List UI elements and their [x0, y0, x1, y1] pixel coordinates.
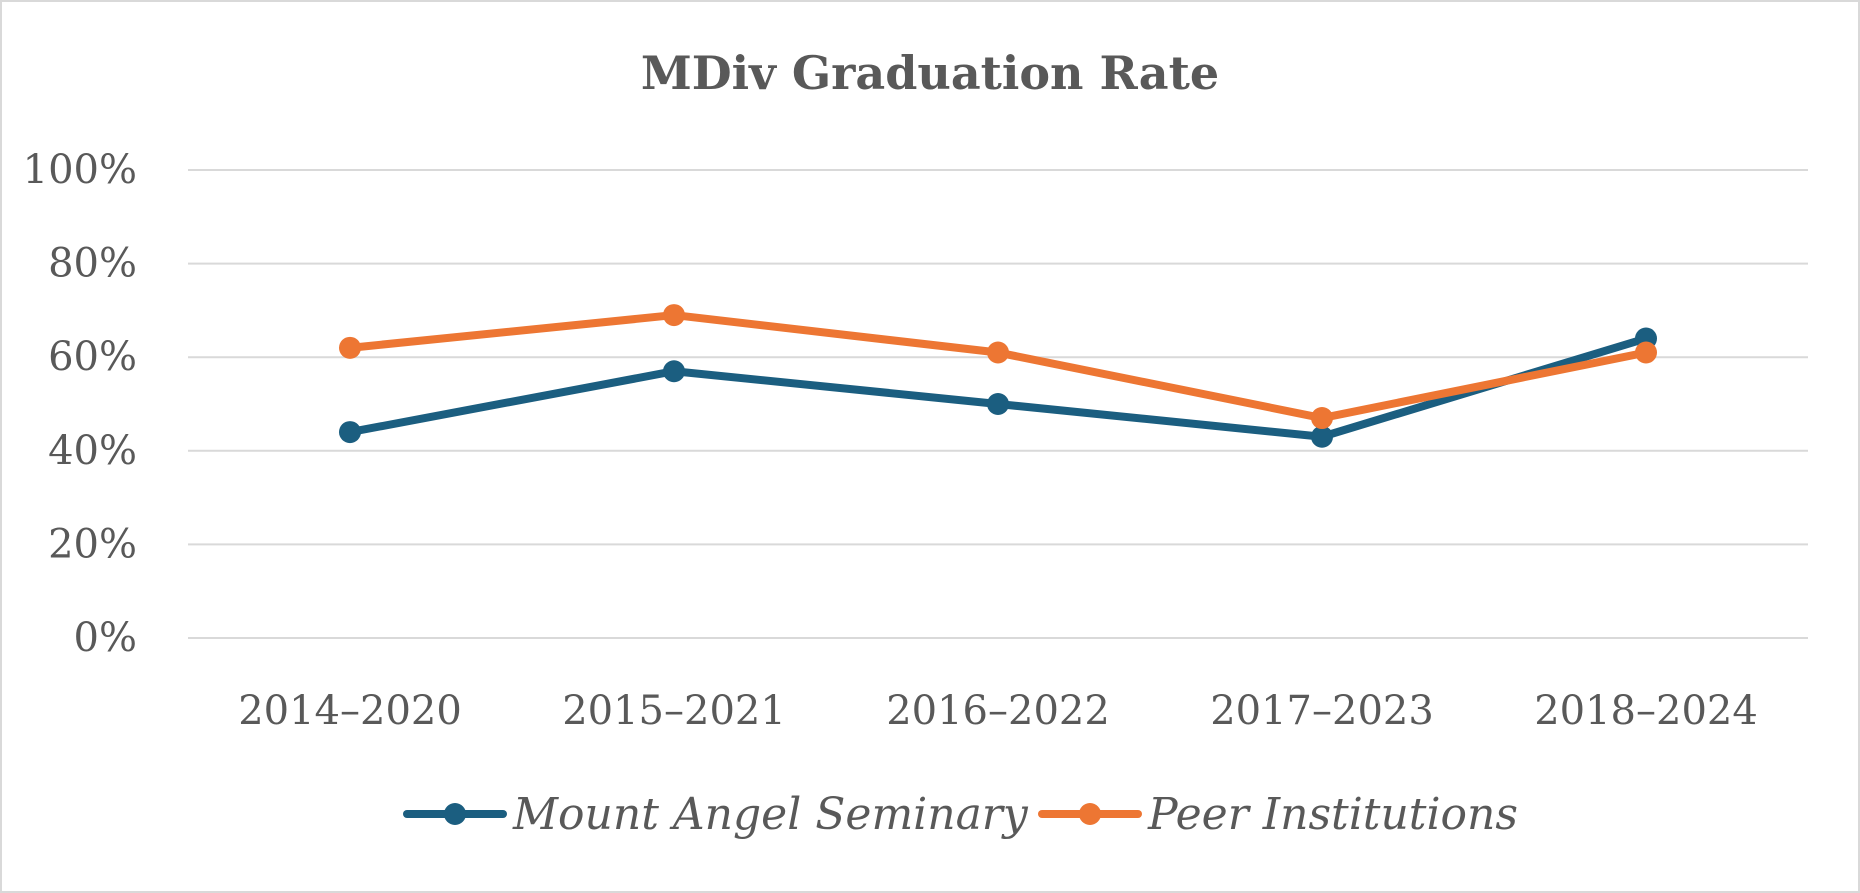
- series-mount-angel-seminary: [339, 327, 1657, 448]
- y-tick-label: 60%: [48, 334, 137, 380]
- data-point: [987, 393, 1009, 415]
- y-axis-ticks: 0% 20% 40% 60% 80% 100%: [23, 147, 137, 661]
- data-point: [1635, 341, 1657, 364]
- data-point: [663, 304, 685, 327]
- legend-label: Mount Angel Seminary: [512, 789, 1029, 840]
- data-point: [1311, 425, 1333, 448]
- legend-item[interactable]: Peer Institutions: [1038, 789, 1518, 840]
- data-point: [339, 336, 361, 359]
- x-axis-ticks: 2014–2020 2015–2021 2016–2022 2017–2023 2018…: [238, 688, 1758, 734]
- gridlines: [188, 169, 1808, 639]
- data-point: [339, 421, 361, 444]
- legend[interactable]: Mount Angel Seminary Peer Institutions: [403, 789, 1518, 840]
- x-tick-label: 2018–2024: [1534, 688, 1758, 734]
- series-layer: [339, 304, 1657, 448]
- y-tick-label: 100%: [23, 147, 137, 193]
- x-tick-label: 2017–2023: [1210, 688, 1434, 734]
- y-tick-label: 0%: [74, 615, 137, 661]
- y-tick-label: 80%: [48, 241, 137, 287]
- data-point: [987, 341, 1009, 364]
- legend-marker: [444, 803, 466, 825]
- x-tick-label: 2015–2021: [562, 688, 786, 734]
- legend-marker: [1079, 803, 1101, 825]
- x-tick-label: 2016–2022: [886, 688, 1110, 734]
- legend-label: Peer Institutions: [1147, 789, 1518, 840]
- x-tick-label: 2014–2020: [238, 688, 462, 734]
- y-tick-label: 40%: [48, 428, 137, 474]
- y-tick-label: 20%: [48, 521, 137, 567]
- data-point: [1311, 407, 1333, 430]
- series-peer-institutions: [339, 304, 1657, 430]
- data-point: [663, 360, 685, 383]
- chart-title: MDiv Graduation Rate: [641, 46, 1219, 100]
- legend-item[interactable]: Mount Angel Seminary: [403, 789, 1029, 840]
